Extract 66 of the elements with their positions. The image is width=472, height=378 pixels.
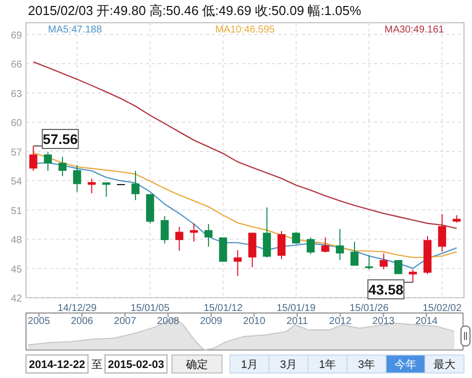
candlestick	[160, 216, 169, 244]
candlestick	[58, 156, 67, 177]
candlestick	[321, 236, 330, 253]
text: 1月	[240, 359, 258, 371]
text: MA5:47.188	[48, 24, 102, 36]
text: 3年	[358, 359, 376, 371]
candlestick	[131, 170, 140, 201]
y-tick-label: 63	[10, 88, 22, 100]
y-tick-label: 42	[10, 294, 22, 305]
text: 至	[92, 359, 102, 371]
x-tick-label: 2012	[329, 316, 352, 327]
x-tick-label: 2013	[372, 316, 395, 327]
x-tick-label: 15/02/02	[422, 303, 462, 314]
x-tick-label: 2010	[243, 316, 266, 327]
x-tick-label: 15/01/19	[276, 303, 316, 314]
candlestick	[365, 254, 374, 270]
candlestick	[262, 206, 271, 258]
x-tick-label: 2014	[415, 316, 438, 327]
x-tick-label: 2011	[286, 316, 308, 327]
y-tick-label: 54	[10, 176, 22, 188]
x-tick-label: 15/01/26	[350, 303, 389, 314]
x-tick-label: 2006	[70, 316, 94, 327]
x-tick-label: 2008	[156, 316, 180, 327]
candlestick	[292, 231, 300, 245]
candlestick	[438, 214, 446, 252]
candlestick	[394, 260, 402, 275]
x-tick-label: 15/01/05	[130, 303, 170, 314]
candlestick	[350, 241, 359, 266]
annotation: 43.58	[368, 281, 404, 298]
candlestick	[73, 164, 82, 192]
text: MA30:49.161	[384, 24, 444, 36]
y-tick-label: 69	[10, 30, 22, 42]
candlestick	[306, 236, 315, 255]
text: 2015-02-03	[108, 359, 164, 371]
text: MA10:46.595	[215, 24, 276, 36]
text: 确定	[185, 358, 208, 371]
text: 1年	[318, 359, 336, 371]
candlestick	[102, 182, 110, 198]
annotation: 57.56	[42, 130, 78, 147]
y-tick-label: 51	[10, 206, 22, 217]
chart-title: 2015/02/03 开:49.80 高:50.46 低:49.69 收:50.09 幅:1.05%	[28, 3, 362, 18]
candlestick	[29, 145, 38, 172]
text: 最大	[434, 358, 456, 371]
y-tick-label: 60	[10, 118, 22, 130]
x-tick-label: 14/12/29	[58, 303, 97, 314]
x-tick-label: 2009	[200, 316, 223, 327]
candlestick	[44, 151, 52, 172]
candlestick	[204, 224, 213, 248]
y-tick-label: 66	[10, 60, 22, 71]
text: 3月	[280, 359, 298, 371]
y-tick-label: 45	[10, 264, 22, 276]
candlestick	[175, 226, 184, 252]
x-tick-label: 2007	[114, 316, 137, 327]
text: 2014-12-22	[28, 359, 86, 371]
candlestick	[88, 178, 96, 194]
candlestick	[277, 230, 286, 260]
candlestick	[190, 222, 198, 242]
y-tick-label: 57	[10, 147, 22, 158]
x-tick-label: 15/01/12	[204, 303, 243, 314]
candlestick	[408, 268, 417, 283]
candlestick	[380, 252, 388, 270]
text: 今年	[394, 359, 416, 371]
candlestick	[234, 250, 242, 277]
candlestick	[336, 228, 344, 261]
y-tick-label: 48	[10, 235, 22, 246]
x-tick-label: 2005	[28, 316, 50, 327]
